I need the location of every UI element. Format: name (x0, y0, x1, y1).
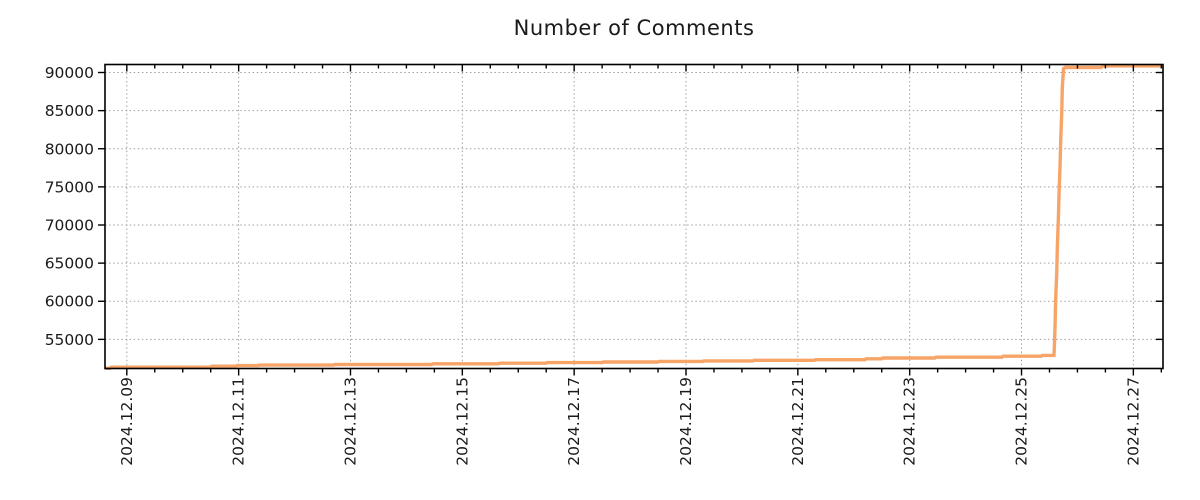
x-tick-label: 2024.12.13 (341, 377, 359, 466)
x-tick-label: 2024.12.09 (118, 377, 136, 466)
x-tick-label: 2024.12.25 (1013, 377, 1031, 466)
y-tick-label: 85000 (45, 102, 94, 120)
x-tick-label: 2024.12.21 (789, 377, 807, 466)
y-tick-label: 55000 (45, 331, 94, 349)
x-tick-label: 2024.12.19 (677, 377, 695, 466)
x-tick-label: 2024.12.15 (453, 377, 471, 466)
chart-title: Number of Comments (513, 16, 755, 40)
x-tick-label: 2024.12.23 (901, 377, 919, 466)
y-tick-label: 90000 (45, 64, 94, 82)
comments-line-series (105, 64, 1163, 370)
plot-frame (104, 63, 1164, 370)
x-tick-label: 2024.12.17 (565, 377, 583, 466)
y-tick-label: 65000 (45, 255, 94, 273)
y-tick-label: 70000 (45, 217, 94, 235)
x-tick-label: 2024.12.27 (1124, 377, 1142, 466)
x-tick-label: 2024.12.11 (230, 377, 248, 466)
y-tick-label: 75000 (45, 178, 94, 196)
y-tick-label: 80000 (45, 140, 94, 158)
y-tick-label: 60000 (45, 293, 94, 311)
